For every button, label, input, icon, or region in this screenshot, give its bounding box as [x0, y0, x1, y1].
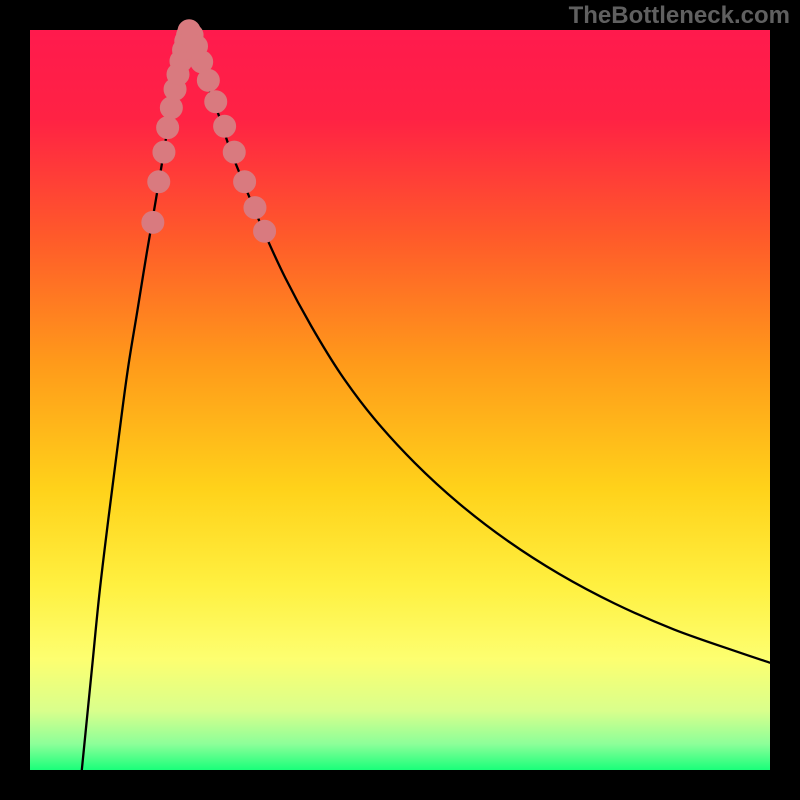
marker-point	[148, 171, 170, 193]
marker-point	[234, 171, 256, 193]
marker-point	[205, 91, 227, 113]
marker-point	[214, 115, 236, 137]
marker-point	[223, 141, 245, 163]
plot-background	[30, 30, 770, 770]
chart-root: TheBottleneck.com	[0, 0, 800, 800]
marker-point	[142, 211, 164, 233]
marker-point	[197, 69, 219, 91]
marker-point	[254, 220, 276, 242]
marker-point	[157, 117, 179, 139]
watermark-label: TheBottleneck.com	[569, 2, 790, 30]
bottleneck-chart	[0, 0, 800, 800]
marker-point	[244, 197, 266, 219]
marker-point	[153, 141, 175, 163]
